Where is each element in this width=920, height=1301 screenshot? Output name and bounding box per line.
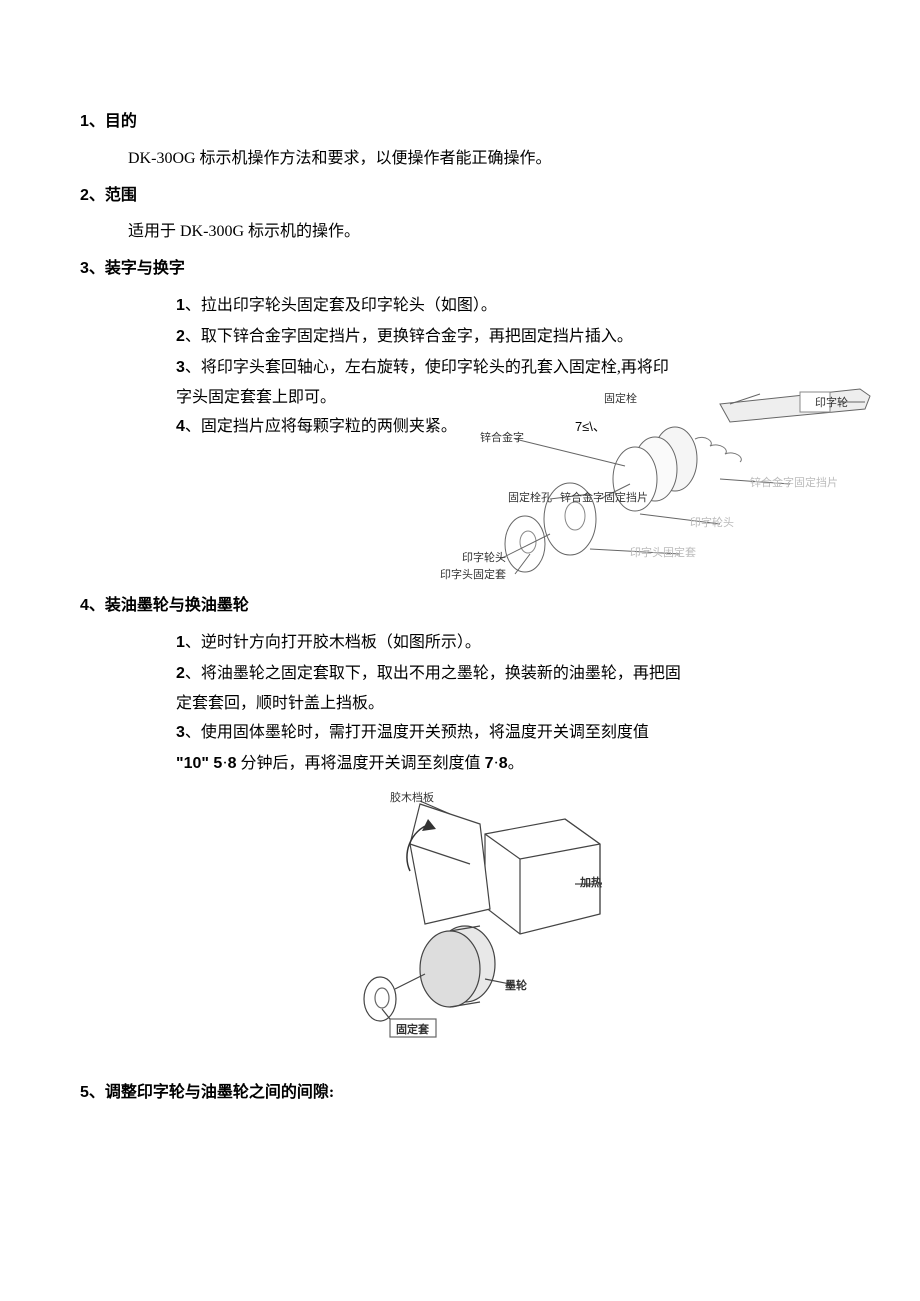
fig1-label-xhjzgddp: 锌合金字固定挡片 — [560, 489, 648, 509]
figure-2-svg — [310, 789, 610, 1049]
document-page: 1、目的 DK-30OG 标示机操作方法和要求，以便操作者能正确操作。 2、范围… — [0, 0, 920, 1176]
section-4-heading: 4、装油墨轮与换油墨轮 — [80, 592, 840, 621]
section-3-heading: 3、装字与换字 — [80, 255, 840, 284]
section-5-num: 5 — [80, 1084, 89, 1101]
fig2-label-jmdb: 胶木档板 — [390, 789, 434, 809]
fig2-label-jrq: 加热 — [580, 874, 602, 894]
fig2-label-gds: 固定套 — [396, 1021, 429, 1041]
figure-1: 印字轮 锌合金字 固定栓孔 锌合金字固定挡片 印字轮头 印字头固定套 锌合金字固… — [420, 384, 880, 584]
s4-item-3: 3、使用固体墨轮时，需打开温度开关预热，将温度开关调至刻度值 — [176, 719, 840, 748]
s4-item-3b: "10" 5·8 分钟后，再将温度开关调至刻度值 7·8。 — [176, 750, 840, 779]
s4-item-2: 2、将油墨轮之固定套取下，取出不用之墨轮，换装新的油墨轮，再把固 — [176, 660, 840, 689]
section-2-heading: 2、范围 — [80, 182, 840, 211]
s3-item-1: 1、拉出印字轮头固定套及印字轮头（如图）。 — [176, 292, 840, 321]
fig2-label-ml: 墨轮 — [505, 977, 527, 997]
section-4-num: 4 — [80, 597, 89, 614]
fig1-label-faded1: 锌合金字固定挡片 — [750, 474, 838, 494]
section-1-title: 目的 — [105, 113, 137, 130]
s3-item-3: 3、将印字头套回轴心，左右旋转，使印字轮头的孔套入固定栓,再将印 — [176, 354, 840, 383]
fig1-label-gdshk: 固定栓孔 — [508, 489, 552, 509]
section-3-num: 3 — [80, 260, 89, 277]
section-5-title: 调整印字轮与油墨轮之间的间隙: — [105, 1084, 334, 1101]
fig1-label-yzl: 印字轮 — [815, 394, 848, 414]
section-2-title: 范围 — [105, 187, 137, 204]
fig1-label-yztgds: 印字头固定套 — [440, 566, 506, 586]
section-1-heading: 1、目的 — [80, 108, 840, 137]
section-5-heading: 5、调整印字轮与油墨轮之间的间隙: — [80, 1079, 840, 1108]
section-2-body: 适用于 DK-300G 标示机的操作。 — [128, 218, 840, 247]
fig1-label-faded2: 印字轮头 — [690, 514, 734, 534]
section-1-body: DK-30OG 标示机操作方法和要求，以便操作者能正确操作。 — [128, 145, 840, 174]
section-3-title: 装字与换字 — [105, 260, 185, 277]
s4-item-1: 1、逆时针方向打开胶木档板（如图所示）。 — [176, 629, 840, 658]
s3-item-2: 2、取下锌合金字固定挡片，更换锌合金字，再把固定挡片插入。 — [176, 323, 840, 352]
section-2-num: 2 — [80, 187, 89, 204]
fig1-label-xhjz: 锌合金字 — [480, 429, 524, 449]
figure-2: 胶木档板 加热 墨轮 固定套 — [310, 789, 610, 1049]
s4-item-2-cont: 定套套回，顺时针盖上挡板。 — [176, 690, 840, 719]
fig1-label-faded3: 印字头固定套 — [630, 544, 696, 564]
section-1-num: 1 — [80, 113, 89, 130]
section-4-title: 装油墨轮与换油墨轮 — [105, 597, 249, 614]
